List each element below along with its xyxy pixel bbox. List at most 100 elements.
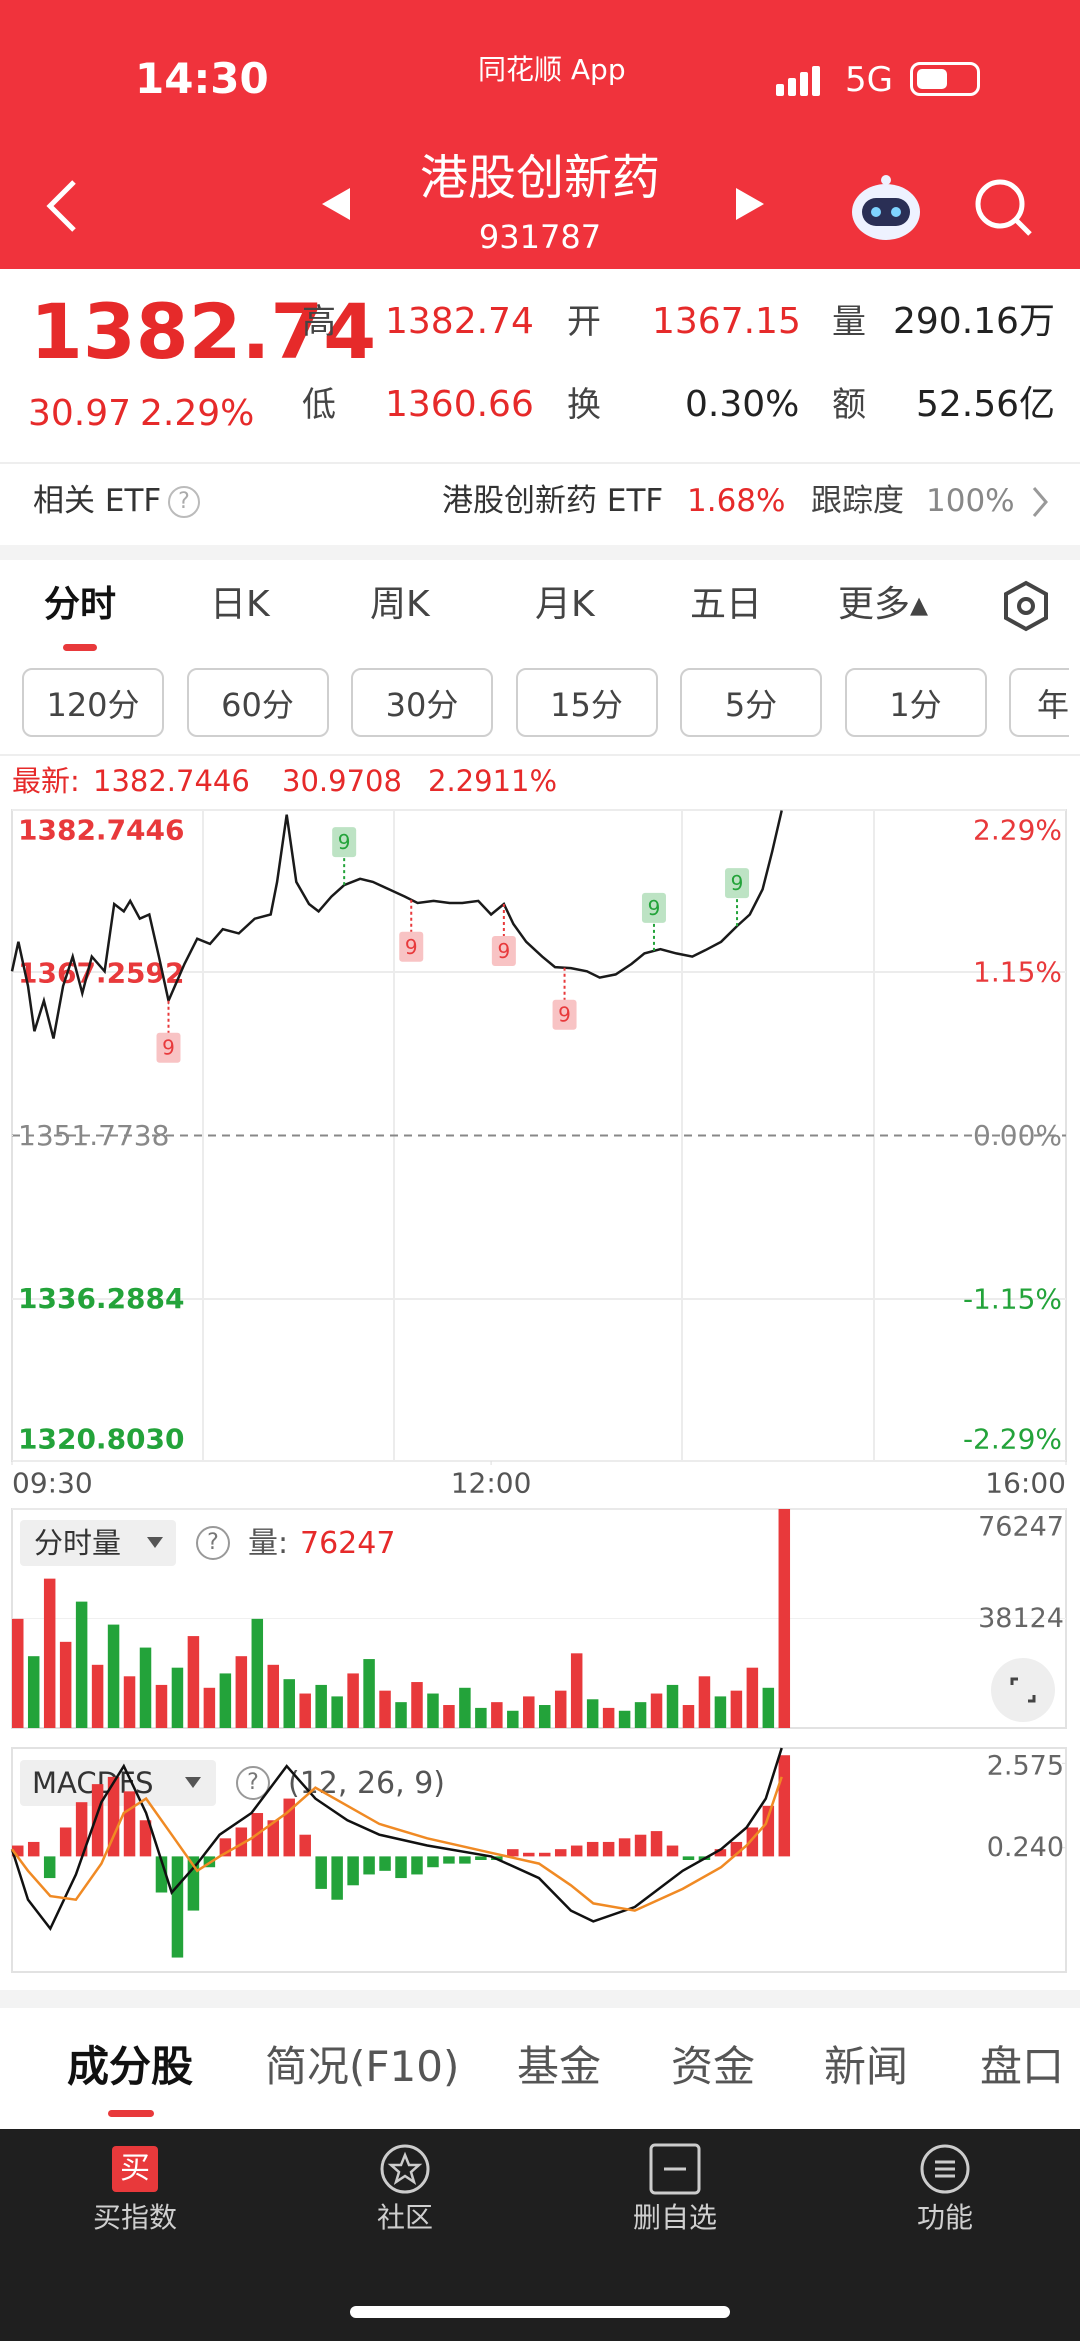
nav-function-icon[interactable] bbox=[918, 2142, 972, 2196]
next-button[interactable] bbox=[732, 186, 768, 222]
marker-box bbox=[399, 931, 424, 962]
tab[interactable]: 日K bbox=[210, 584, 270, 625]
tab[interactable]: 分时 bbox=[44, 584, 117, 625]
bottom-tab[interactable]: 简况(F10) bbox=[265, 2042, 460, 2091]
volume-bar bbox=[539, 1705, 551, 1728]
macd-bar bbox=[714, 1849, 727, 1857]
volume-bar bbox=[107, 1624, 120, 1728]
period-button[interactable]: 15分 bbox=[515, 668, 658, 737]
volume-bar bbox=[395, 1702, 407, 1728]
macd-bar bbox=[171, 1856, 184, 1958]
y-tick-label: 1320.8030 bbox=[18, 1423, 185, 1456]
period-button[interactable]: 年 bbox=[1009, 668, 1069, 737]
volume-bar bbox=[491, 1702, 503, 1728]
y-tick-label: 38124 bbox=[978, 1603, 1064, 1634]
volume-bar bbox=[602, 1707, 615, 1728]
period-button[interactable]: 1分 bbox=[844, 668, 987, 737]
macd-bar bbox=[650, 1831, 663, 1857]
latest-label: 最新: bbox=[12, 764, 80, 798]
latest-price: 1382.7446 bbox=[93, 764, 250, 798]
volume-bar bbox=[523, 1696, 535, 1728]
tab[interactable]: 周K bbox=[370, 584, 430, 625]
macd-bar bbox=[12, 1845, 24, 1857]
bottom-tab[interactable]: 成分股 bbox=[67, 2042, 194, 2091]
y-tick-label: 0.240 bbox=[987, 1832, 1064, 1863]
quote-change-pct: 2.29% bbox=[140, 393, 255, 434]
volume-bar bbox=[459, 1687, 471, 1728]
volume-bar bbox=[698, 1676, 711, 1728]
period-button[interactable]: 30分 bbox=[351, 668, 493, 737]
bottom-tab[interactable]: 基金 bbox=[517, 2042, 602, 2091]
etf-track: 100% bbox=[926, 483, 1015, 519]
quote-label: 量 bbox=[832, 302, 866, 342]
macd-legend-label: MACDFS bbox=[32, 1766, 154, 1800]
marker-label: 9 bbox=[731, 871, 744, 895]
search-icon[interactable] bbox=[972, 176, 1036, 240]
prev-button[interactable] bbox=[318, 186, 354, 222]
robot-icon[interactable] bbox=[848, 172, 924, 244]
price-line bbox=[10, 810, 783, 1039]
nav-label[interactable]: 删自选 bbox=[632, 2201, 717, 2234]
etf-help[interactable]: ? bbox=[168, 486, 200, 518]
status-network: 5G bbox=[845, 60, 893, 100]
tab[interactable]: 月K bbox=[535, 584, 595, 625]
y-tick-label: 1367.2592 bbox=[18, 956, 185, 989]
nav-remove-icon[interactable] bbox=[648, 2142, 702, 2196]
y-tick-label: 1336.2884 bbox=[18, 1282, 185, 1315]
volume-bar bbox=[12, 1618, 24, 1728]
period-button[interactable]: 60分 bbox=[186, 668, 329, 737]
macd-bar bbox=[666, 1845, 679, 1857]
macd-bar bbox=[363, 1856, 375, 1875]
vol-help[interactable]: ? bbox=[196, 1526, 230, 1560]
header-code: 931787 bbox=[478, 218, 602, 256]
volume-bar bbox=[315, 1684, 327, 1728]
macd-bar bbox=[554, 1849, 567, 1857]
macd-bar bbox=[459, 1856, 471, 1864]
volume-bar bbox=[123, 1676, 136, 1728]
macd-bar bbox=[586, 1841, 599, 1857]
macd-bar bbox=[778, 1755, 791, 1857]
status-app: 同花顺 App bbox=[478, 53, 626, 86]
y-tick-label: 2.575 bbox=[987, 1751, 1064, 1782]
y-tick-label: 1382.7446 bbox=[18, 814, 185, 847]
volume-bar bbox=[666, 1684, 679, 1728]
etf-name: 港股创新药 ETF bbox=[442, 483, 664, 519]
marker-label: 9 bbox=[162, 1036, 175, 1060]
macd-bar bbox=[602, 1841, 615, 1857]
y2-tick-label: -2.29% bbox=[963, 1423, 1062, 1456]
nav-label[interactable]: 功能 bbox=[916, 2201, 973, 2234]
quote-label: 换 bbox=[567, 385, 601, 425]
y-tick-label: 1351.7738 bbox=[18, 1119, 169, 1152]
latest-change: 30.9708 bbox=[282, 764, 402, 798]
tab[interactable]: 更多▴ bbox=[838, 584, 929, 625]
nav-buy-icon[interactable]: 买 bbox=[112, 2146, 158, 2192]
nav-label[interactable]: 买指数 bbox=[92, 2201, 177, 2234]
etf-arrow[interactable] bbox=[1030, 486, 1050, 518]
x-tick-label: 12:00 bbox=[451, 1467, 532, 1500]
period-button[interactable]: 120分 bbox=[22, 668, 164, 737]
macd-bar bbox=[379, 1856, 391, 1871]
tab[interactable]: 五日 bbox=[690, 584, 763, 625]
volume-bar bbox=[235, 1656, 248, 1728]
volume-bar bbox=[251, 1618, 264, 1728]
bottom-tab[interactable]: 盘口 bbox=[980, 2042, 1065, 2091]
period-button[interactable]: 5分 bbox=[680, 668, 822, 737]
nav-community-icon[interactable] bbox=[378, 2142, 432, 2196]
macd-bar bbox=[507, 1849, 519, 1857]
quote-label: 额 bbox=[832, 385, 866, 425]
volume-bar bbox=[714, 1696, 727, 1728]
nav-label[interactable]: 社区 bbox=[376, 2201, 433, 2234]
macd-bar bbox=[491, 1856, 503, 1860]
macd-bar bbox=[443, 1856, 455, 1864]
marker-box bbox=[725, 868, 750, 899]
volume-bar bbox=[618, 1710, 631, 1728]
settings-icon[interactable] bbox=[1000, 580, 1052, 632]
bottom-tab[interactable]: 新闻 bbox=[824, 2042, 909, 2091]
macd-bar bbox=[570, 1845, 583, 1857]
expand-button[interactable] bbox=[990, 1657, 1056, 1723]
back-button[interactable] bbox=[40, 176, 86, 236]
quote-value: 0.30% bbox=[685, 384, 800, 425]
bottom-tab[interactable]: 资金 bbox=[671, 2042, 756, 2091]
macd-help[interactable]: ? bbox=[236, 1766, 270, 1800]
marker-box bbox=[641, 892, 666, 923]
